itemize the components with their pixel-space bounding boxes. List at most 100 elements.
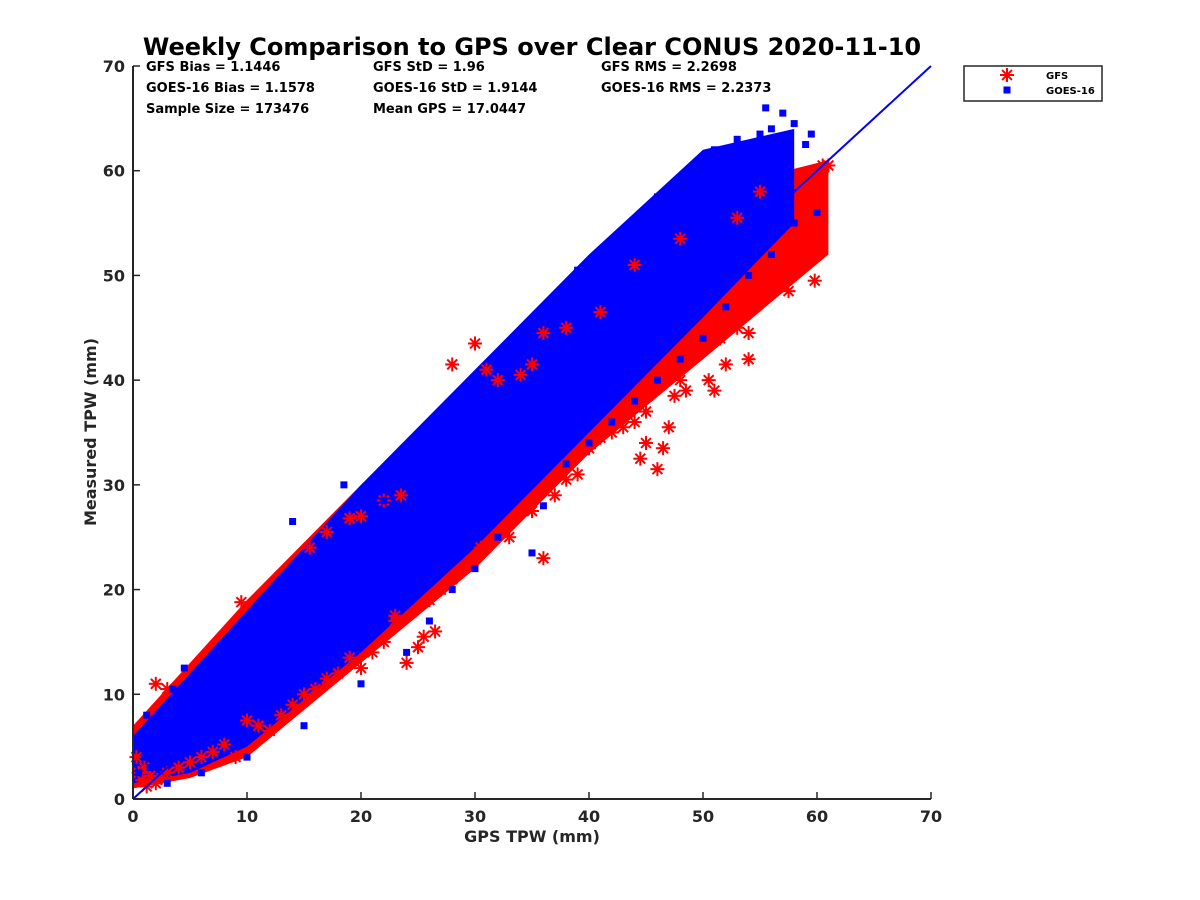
gfs-point bbox=[428, 624, 443, 639]
y-tick-label: 50 bbox=[103, 266, 125, 285]
goes16-point bbox=[403, 481, 411, 489]
gfs-point bbox=[234, 595, 249, 610]
goes16-point bbox=[300, 722, 308, 730]
gfs-point bbox=[593, 430, 608, 445]
gfs-point bbox=[604, 425, 619, 440]
goes16-point bbox=[767, 125, 775, 133]
gfs-point bbox=[479, 362, 494, 377]
goes16-point bbox=[631, 219, 639, 227]
gfs-point bbox=[319, 524, 334, 539]
goes16-point bbox=[779, 109, 787, 117]
goes16-point bbox=[158, 716, 165, 724]
goes16-point bbox=[619, 230, 627, 238]
gfs-point bbox=[411, 640, 425, 655]
goes16-point bbox=[143, 711, 151, 719]
axes: 0 10 20 30 40 50 60 70 0 10 20 30 40 50 60 70 bbox=[103, 57, 942, 826]
legend-goes16-label: GOES-16 bbox=[1046, 86, 1095, 97]
gfs-point bbox=[707, 383, 722, 398]
gfs-point bbox=[804, 189, 819, 204]
goes16-point bbox=[562, 287, 570, 295]
gfs-point bbox=[240, 713, 254, 728]
goes16-point bbox=[146, 764, 154, 772]
gfs-point bbox=[342, 511, 357, 526]
goes16-point bbox=[232, 690, 240, 698]
gfs-point bbox=[559, 472, 574, 487]
gfs-point bbox=[627, 257, 642, 272]
goes16-point bbox=[756, 130, 764, 138]
gfs-point bbox=[354, 661, 368, 676]
chart-title: Weekly Comparison to GPS over Clear CONU… bbox=[143, 33, 921, 61]
goes16-point bbox=[334, 544, 342, 552]
density-bands bbox=[133, 128, 829, 789]
gfs-point bbox=[656, 441, 671, 456]
goes16-point bbox=[186, 701, 194, 709]
goes16-point bbox=[163, 732, 171, 740]
gfs-point bbox=[730, 320, 745, 335]
goes16-point bbox=[528, 319, 536, 327]
goes16-point bbox=[665, 214, 673, 222]
y-axis-label: Measured TPW (mm) bbox=[81, 338, 100, 526]
goes16-point bbox=[539, 502, 547, 510]
gfs-point bbox=[547, 488, 562, 503]
goes16-point bbox=[653, 376, 661, 384]
gfs-point bbox=[696, 341, 710, 356]
gfs-point bbox=[183, 755, 197, 770]
goes16-point bbox=[135, 769, 143, 777]
gfs-point bbox=[297, 687, 311, 702]
goes16-point bbox=[494, 360, 502, 368]
goes16-point bbox=[163, 779, 171, 787]
goes16-point bbox=[140, 753, 148, 761]
goes16-point bbox=[152, 743, 160, 751]
gfs-point bbox=[171, 760, 186, 775]
gfs-point bbox=[194, 750, 209, 765]
gfs-point bbox=[354, 509, 368, 524]
sample-size-stat: Sample Size = 173476 bbox=[146, 102, 309, 117]
legend-gfs-marker bbox=[1000, 68, 1014, 82]
goes16-point bbox=[300, 591, 308, 599]
goes16-point bbox=[482, 376, 490, 384]
x-axis-ticks: 0 10 20 30 40 50 60 70 bbox=[127, 792, 942, 826]
goes16-point bbox=[785, 135, 792, 143]
goes16-point bbox=[551, 303, 559, 311]
goes16-point bbox=[807, 130, 815, 138]
one-to-one-line bbox=[132, 65, 932, 800]
goes16-point bbox=[688, 188, 696, 196]
gfs-point bbox=[262, 723, 277, 738]
gfs-point bbox=[342, 650, 357, 665]
goes16-point bbox=[762, 104, 770, 112]
goes16-point bbox=[448, 586, 456, 594]
goes16-point bbox=[790, 120, 798, 128]
goes16-point bbox=[460, 413, 468, 421]
gfs-point bbox=[536, 551, 551, 566]
goes16-point bbox=[745, 167, 753, 175]
gfs-point bbox=[701, 373, 716, 388]
gfs-point bbox=[399, 655, 414, 670]
goes16-point bbox=[220, 654, 228, 662]
goes16-point bbox=[676, 177, 684, 185]
gfs-point bbox=[365, 645, 380, 660]
gfs-point bbox=[536, 326, 551, 341]
gfs-point bbox=[741, 352, 756, 367]
y-tick-label: 20 bbox=[103, 581, 125, 600]
gfs-point bbox=[570, 467, 585, 482]
gfs-point bbox=[388, 608, 403, 623]
x-tick-label: 60 bbox=[806, 807, 828, 826]
goes16-point bbox=[254, 617, 262, 625]
gfs-point bbox=[764, 268, 779, 283]
gfs-point bbox=[445, 357, 460, 372]
goes16-point bbox=[596, 250, 604, 258]
x-axis-label: GPS TPW (mm) bbox=[464, 827, 600, 846]
legend-gfs-label: GFS bbox=[1046, 71, 1068, 82]
goes16-point bbox=[790, 219, 798, 227]
goes16-point bbox=[699, 334, 707, 342]
mean-gps-stat: Mean GPS = 17.0447 bbox=[373, 102, 526, 117]
goes16-point bbox=[277, 586, 285, 594]
gfs-point bbox=[228, 750, 243, 765]
goes16-point bbox=[380, 497, 388, 505]
legend-gfs-asterisk bbox=[1000, 68, 1014, 82]
gfs-point bbox=[616, 420, 631, 435]
goes16-point bbox=[368, 512, 376, 520]
gfs-bias-stat: GFS Bias = 1.1446 bbox=[146, 60, 280, 75]
gfs-point bbox=[473, 540, 488, 555]
goes16-point bbox=[574, 266, 582, 274]
